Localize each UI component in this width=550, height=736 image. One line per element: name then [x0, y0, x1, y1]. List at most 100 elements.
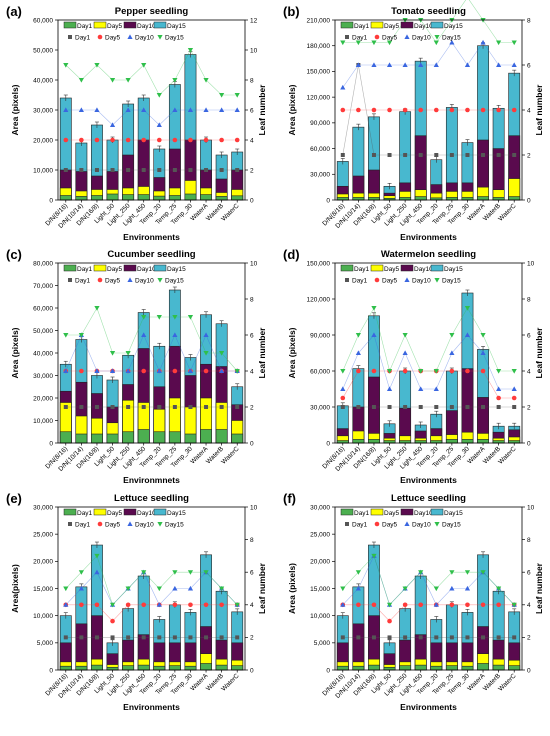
bar-day1: [200, 663, 212, 671]
leaf-point-day5: [141, 137, 147, 143]
y2-tick-label: 4: [527, 107, 531, 114]
leaf-point-day15: [141, 315, 147, 320]
leaf-point-day1: [110, 168, 115, 172]
leaf-point-day5: [172, 368, 178, 374]
y2-tick-label: 6: [250, 570, 254, 577]
leaf-point-day15: [449, 333, 455, 338]
leaf-point-day1: [79, 405, 84, 409]
legend-label: Day15: [442, 278, 461, 285]
leaf-point-day1: [481, 635, 486, 640]
legend-marker-day1: [345, 278, 349, 282]
y2-axis-label: Leaf number: [257, 84, 267, 136]
leaf-point-day10: [172, 585, 178, 591]
bar-day1: [137, 429, 150, 444]
y2-tick-label: 2: [250, 167, 254, 174]
y-tick-label: 40,000: [33, 350, 53, 357]
bar-day1: [445, 665, 458, 671]
bar-day1: [508, 665, 521, 671]
leaf-point-day1: [63, 405, 68, 409]
leaf-point-day1: [219, 168, 224, 172]
y2-tick-label: 8: [527, 296, 531, 303]
y-axis-label: Area (pixels): [10, 84, 20, 135]
leaf-point-day15: [371, 306, 377, 311]
legend-label: Day1: [75, 35, 91, 42]
leaf-point-day5: [496, 602, 501, 608]
y-tick-label: 5,000: [37, 640, 54, 647]
panel-label: (d): [283, 247, 300, 262]
y2-tick-label: 10: [250, 504, 258, 511]
leaf-point-day10: [480, 350, 486, 355]
legend-swatch-day5: [93, 508, 107, 516]
legend-label: Day1: [354, 510, 370, 517]
leaf-point-day15: [480, 333, 486, 338]
leaf-point-day10: [418, 386, 424, 391]
y2-tick-label: 4: [250, 137, 254, 144]
legend-label: Day10: [135, 278, 154, 285]
leaf-point-day5: [203, 137, 209, 143]
legend-label: Day10: [137, 510, 156, 517]
y2-tick-label: 8: [527, 17, 531, 24]
leaf-point-day5: [449, 107, 455, 113]
bar-day1: [368, 439, 380, 444]
leaf-line-day10: [342, 334, 515, 390]
leaf-point-day5: [63, 137, 69, 143]
legend-label: Day15: [444, 23, 463, 30]
leaf-point-day10: [156, 602, 162, 607]
leaf-line-day10: [65, 334, 238, 372]
leaf-point-day5: [433, 107, 439, 113]
bar-day1: [445, 439, 458, 444]
leaf-point-day5: [480, 368, 486, 374]
y2-tick-label: 2: [250, 635, 254, 642]
y2-tick-label: 2: [527, 635, 531, 642]
y2-tick-label: 10: [527, 504, 535, 511]
leaf-point-day1: [496, 635, 501, 640]
leaf-line-day1: [342, 64, 515, 156]
leaf-point-day5: [356, 107, 361, 113]
panel-label: (a): [6, 4, 22, 19]
legend-label: Day15: [167, 266, 186, 273]
legend-label: Day5: [382, 35, 398, 42]
legend-label: Day1: [77, 23, 93, 30]
leaf-point-day15: [219, 93, 225, 98]
leaf-point-day1: [403, 153, 408, 157]
leaf-point-day5: [188, 602, 193, 608]
legend-swatch-day15: [153, 508, 167, 516]
leaf-point-day10: [464, 62, 471, 67]
leaf-point-day15: [172, 315, 178, 320]
legend-label: Day5: [382, 522, 398, 529]
y2-tick-label: 0: [250, 197, 254, 204]
y-tick-label: 25,000: [33, 531, 53, 538]
legend-marker-day15: [157, 522, 163, 527]
bar-day1: [59, 665, 72, 671]
leaf-point-day5: [203, 368, 209, 374]
leaf-point-day10: [125, 368, 131, 373]
leaf-point-day5: [110, 618, 115, 624]
leaf-point-day15: [156, 586, 162, 592]
leaf-point-day15: [219, 351, 225, 356]
leaf-point-day15: [94, 553, 100, 559]
legend: Day1 Day5 Day10 Day15 Day1 Day5 Day10 Day15: [340, 264, 463, 285]
leaf-point-day10: [386, 62, 393, 67]
leaf-point-day15: [449, 570, 455, 575]
leaf-point-day15: [78, 333, 84, 338]
legend-swatch-day15: [430, 21, 444, 29]
leaf-point-day1: [235, 635, 240, 640]
y-tick-label: 60,000: [310, 368, 330, 375]
leaf-point-day15: [234, 93, 240, 98]
y2-tick-label: 6: [250, 107, 254, 114]
leaf-point-day1: [340, 635, 345, 640]
leaf-point-day1: [157, 168, 162, 172]
leaf-point-day5: [371, 368, 377, 374]
legend-marker-day10: [404, 521, 410, 526]
leaf-point-day10: [433, 386, 439, 391]
bar-day1: [477, 663, 489, 671]
bar-day1: [336, 665, 349, 671]
chart-title: Tomato seedling: [391, 6, 466, 17]
legend-label: Day1: [354, 266, 370, 273]
leaf-point-day10: [449, 350, 455, 355]
leaf-point-day10: [203, 332, 209, 337]
y-tick-label: 10,000: [33, 167, 53, 174]
legend-swatch-day1: [63, 264, 77, 272]
leaf-point-day10: [340, 386, 346, 391]
legend-label: Day1: [352, 35, 368, 42]
